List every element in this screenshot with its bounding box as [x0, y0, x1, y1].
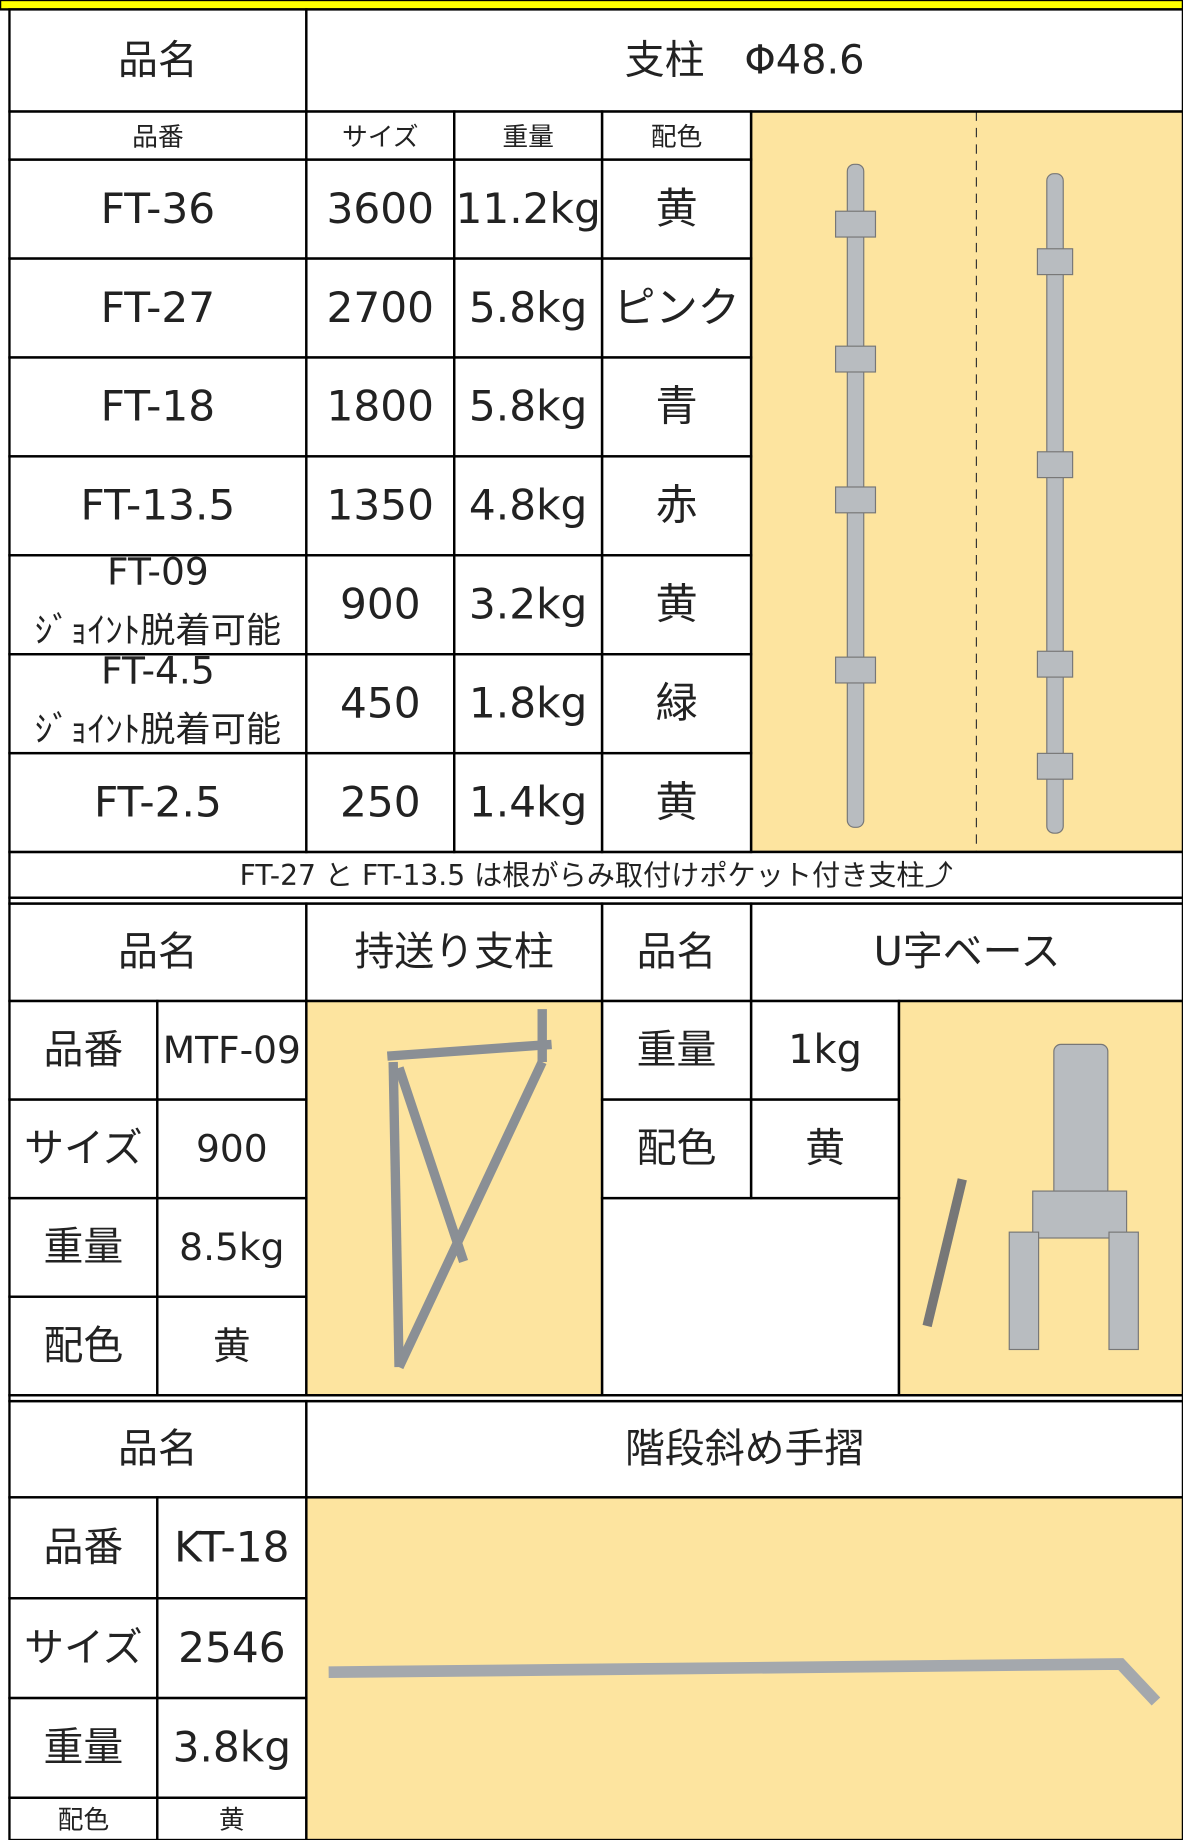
- label: 品名: [118, 37, 198, 83]
- bracket-photo: [386, 1009, 552, 1370]
- handrail-photo: [328, 1658, 1161, 1706]
- spec-label: 配色: [58, 1806, 110, 1836]
- spec-value: 3.8kg: [173, 1723, 291, 1772]
- code: FT-18: [101, 382, 215, 431]
- weight: 1.8kg: [469, 679, 587, 728]
- size: 1350: [327, 481, 434, 530]
- code-note: ｼﾞｮｲﾝﾄ脱着可能: [35, 611, 281, 652]
- weight: 3.2kg: [469, 580, 587, 629]
- color: 赤: [655, 481, 697, 530]
- column-header: 重量: [502, 122, 554, 152]
- weight: 11.2kg: [455, 184, 600, 233]
- size: 450: [340, 679, 421, 728]
- cell-border: [600, 1196, 901, 1397]
- label: 品名: [118, 1426, 198, 1472]
- weight: 4.8kg: [469, 481, 587, 530]
- image-bg: [751, 111, 1183, 852]
- color: 緑: [655, 679, 697, 728]
- spec-value: KT-18: [174, 1523, 289, 1572]
- color: 青: [655, 382, 697, 431]
- spec-label: サイズ: [24, 1625, 142, 1671]
- image-bg: [306, 1000, 603, 1396]
- code: FT-13.5: [81, 481, 236, 530]
- spec-value: 黄: [213, 1324, 251, 1368]
- top-bar: [0, 0, 1183, 11]
- spec-label: 重量: [637, 1027, 717, 1073]
- size: 2700: [327, 283, 434, 332]
- spec-value: 900: [196, 1127, 268, 1171]
- spec-label: 配色: [44, 1323, 124, 1369]
- spec-label: 配色: [637, 1126, 717, 1172]
- spec-label: 重量: [44, 1725, 124, 1771]
- weight: 5.8kg: [469, 382, 587, 431]
- spec-value: 2546: [178, 1623, 285, 1672]
- spec-label: 品番: [44, 1525, 124, 1571]
- spec-label: 重量: [44, 1224, 124, 1270]
- title: 階段斜め手摺: [625, 1426, 864, 1472]
- code: FT-36: [101, 184, 215, 233]
- code: FT-2.5: [94, 777, 222, 826]
- spec-value: 黄: [805, 1126, 845, 1172]
- pipe-photo: [834, 163, 1074, 834]
- title: U字ベース: [874, 929, 1061, 975]
- spec-value: MTF-09: [163, 1028, 301, 1072]
- color: 黄: [655, 777, 697, 826]
- base-photo: [922, 1043, 1139, 1351]
- code: FT-09: [107, 550, 209, 594]
- note: FT-27 と FT-13.5 は根がらみ取付けポケット付き支柱⤴: [240, 859, 953, 892]
- spec-label: サイズ: [24, 1126, 142, 1172]
- spec-value: 8.5kg: [179, 1225, 284, 1269]
- column-header: 配色: [651, 122, 703, 152]
- label: 品名: [637, 929, 717, 975]
- color: 黄: [655, 184, 697, 233]
- size: 3600: [327, 184, 434, 233]
- spec-label: 品番: [44, 1027, 124, 1073]
- weight: 5.8kg: [469, 283, 587, 332]
- color: ピンク: [613, 283, 740, 332]
- code: FT-27: [101, 283, 215, 332]
- size: 250: [340, 777, 421, 826]
- title: 支柱 Φ48.6: [625, 37, 865, 83]
- size: 900: [340, 580, 421, 629]
- label: 品名: [118, 929, 198, 975]
- spec-value: 黄: [219, 1806, 245, 1836]
- column-header: 品番: [132, 122, 184, 152]
- weight: 1.4kg: [469, 777, 587, 826]
- size: 1800: [327, 382, 434, 431]
- title: 持送り支柱: [355, 929, 554, 975]
- code-note: ｼﾞｮｲﾝﾄ脱着可能: [35, 710, 281, 751]
- code: FT-4.5: [101, 648, 215, 692]
- color: 黄: [655, 580, 697, 629]
- spec-value: 1kg: [788, 1027, 862, 1073]
- column-header: サイズ: [342, 122, 419, 152]
